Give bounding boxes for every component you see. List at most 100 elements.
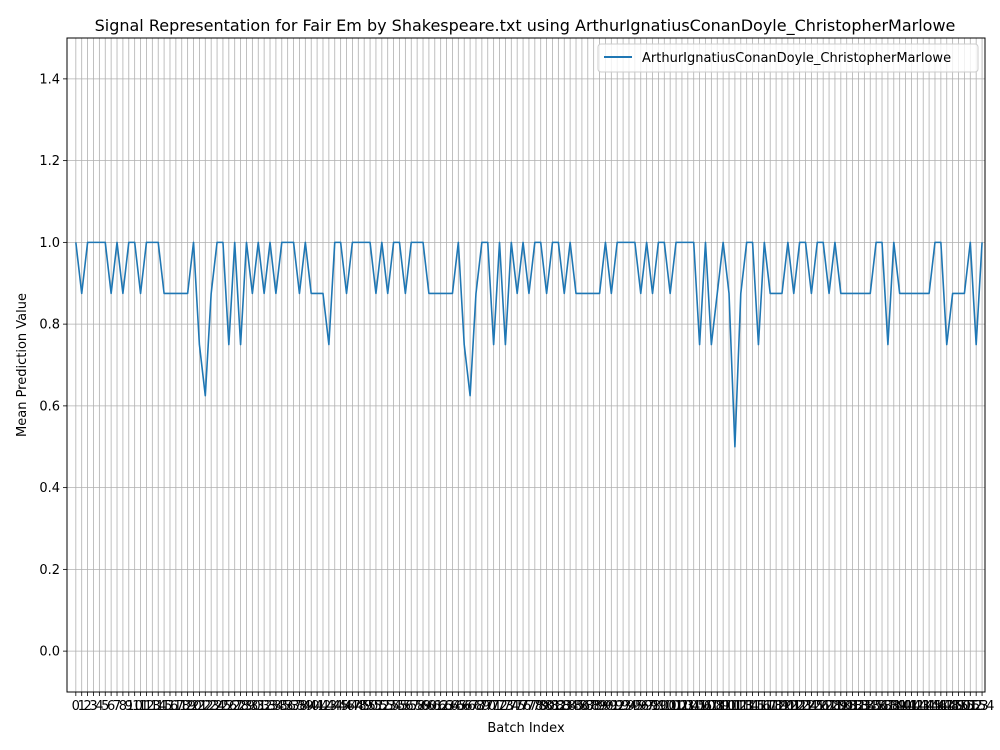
x-tick-label: 99 [650, 699, 667, 714]
x-tick-label: 56 [397, 699, 414, 714]
y-axis-label: Mean Prediction Value [15, 293, 30, 437]
x-tick-label: 49 [356, 699, 373, 714]
x-tick-label: 9 [125, 699, 133, 714]
x-tick-label: 123 [787, 699, 812, 714]
x-tick-label: 47 [344, 699, 361, 714]
x-tick-label: 71 [485, 699, 502, 714]
x-tick-label: 24 [209, 699, 226, 714]
x-tick-label: 26 [221, 699, 238, 714]
x-tick-label: 132 [840, 699, 865, 714]
x-tick-label: 44 [326, 699, 343, 714]
x-tick-label: 4 [95, 699, 103, 714]
x-tick-label: 79 [532, 699, 549, 714]
x-tick-label: 121 [775, 699, 800, 714]
x-tick-label: 34 [268, 699, 285, 714]
x-tick-label: 140 [887, 699, 912, 714]
x-tick-label: 86 [574, 699, 591, 714]
x-tick-label: 151 [952, 699, 977, 714]
x-axis-label: Batch Index [487, 721, 565, 736]
x-tick-label: 8 [119, 699, 127, 714]
x-tick-label: 58 [409, 699, 426, 714]
x-tick-label: 43 [321, 699, 338, 714]
x-tick-label: 129 [823, 699, 848, 714]
x-tick-label: 72 [491, 699, 508, 714]
x-tick-label: 69 [474, 699, 491, 714]
x-tick-label: 51 [368, 699, 385, 714]
x-tick-label: 60 [421, 699, 438, 714]
x-tick-label: 41 [309, 699, 326, 714]
x-tick-label: 142 [899, 699, 924, 714]
x-tick-label: 104 [675, 699, 700, 714]
x-tick-label: 92 [609, 699, 626, 714]
x-tick-label: 57 [403, 699, 420, 714]
x-tick-label: 28 [232, 699, 249, 714]
x-tick-label: 31 [250, 699, 267, 714]
x-tick-label: 0 [72, 699, 80, 714]
x-tick-label: 61 [427, 699, 444, 714]
x-tick-label: 87 [580, 699, 597, 714]
legend: ArthurIgnatiusConanDoyle_ChristopherMarl… [597, 43, 979, 73]
x-tick-label: 127 [811, 699, 836, 714]
x-tick-label: 48 [350, 699, 367, 714]
x-tick-label: 65 [450, 699, 467, 714]
x-tick-label: 116 [746, 699, 771, 714]
x-tick-label: 108 [699, 699, 724, 714]
x-tick-label: 89 [591, 699, 608, 714]
x-tick-label: 106 [687, 699, 712, 714]
x-tick-label: 145 [917, 699, 942, 714]
series-layer [75, 241, 983, 448]
x-tick-label: 97 [638, 699, 655, 714]
x-tick-label: 117 [752, 699, 777, 714]
x-tick-label: 19 [179, 699, 196, 714]
x-tick-label: 88 [585, 699, 602, 714]
x-tick-label: 109 [705, 699, 730, 714]
x-tick-label: 74 [503, 699, 520, 714]
x-tick-label: 144 [911, 699, 936, 714]
x-tick-label: 107 [693, 699, 718, 714]
x-tick-label: 154 [970, 699, 995, 714]
x-tick-label: 119 [764, 699, 789, 714]
x-tick-label: 3 [89, 699, 97, 714]
x-tick-label: 20 [185, 699, 202, 714]
x-tick-label: 118 [758, 699, 783, 714]
x-tick-label: 128 [817, 699, 842, 714]
x-tick-label: 29 [238, 699, 255, 714]
x-tick-label: 102 [664, 699, 689, 714]
x-tick-label: 82 [550, 699, 567, 714]
x-tick-label: 15 [156, 699, 173, 714]
x-tick-label: 134 [852, 699, 877, 714]
x-tick-label: 17 [168, 699, 185, 714]
x-tick-label: 50 [362, 699, 379, 714]
x-tick-label: 90 [597, 699, 614, 714]
x-tick-label: 52 [374, 699, 391, 714]
x-tick-label: 153 [964, 699, 989, 714]
x-tick-label: 16 [162, 699, 179, 714]
x-tick-label: 66 [456, 699, 473, 714]
x-tick-label: 36 [279, 699, 296, 714]
x-tick-label: 21 [191, 699, 208, 714]
x-tick-label: 67 [462, 699, 479, 714]
x-tick-label: 38 [291, 699, 308, 714]
x-tick-label: 115 [740, 699, 765, 714]
x-tick-label: 131 [834, 699, 859, 714]
x-tick-label: 39 [297, 699, 314, 714]
x-tick-label: 147 [928, 699, 953, 714]
x-tick-label: 68 [468, 699, 485, 714]
x-tick-label: 73 [497, 699, 514, 714]
x-tick-label: 143 [905, 699, 930, 714]
x-tick-label: 124 [793, 699, 818, 714]
x-tick-label: 96 [632, 699, 649, 714]
x-tick-label: 54 [385, 699, 402, 714]
grid-lines [67, 38, 985, 692]
y-tick-label: 0.0 [39, 645, 60, 660]
x-tick-label: 105 [681, 699, 706, 714]
y-tick-label: 0.4 [39, 481, 60, 496]
x-tick-label: 130 [828, 699, 853, 714]
legend-box [597, 43, 979, 73]
x-tick-label: 149 [940, 699, 965, 714]
x-tick-label: 83 [556, 699, 573, 714]
x-tick-label: 55 [391, 699, 408, 714]
x-tick-label: 25 [215, 699, 232, 714]
